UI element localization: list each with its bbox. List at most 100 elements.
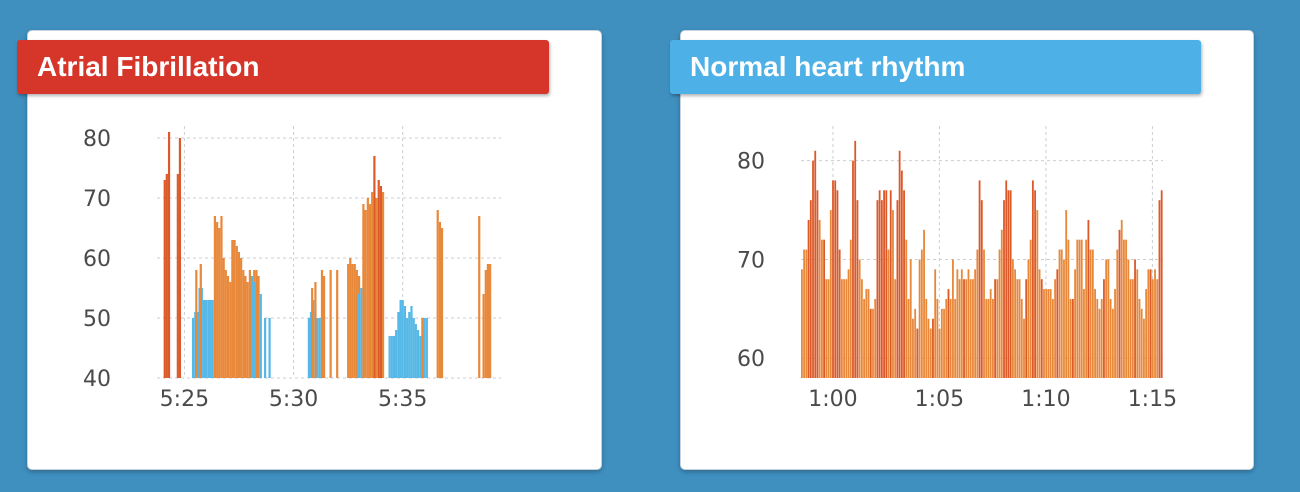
bar	[994, 279, 997, 378]
y-tick-label: 70	[737, 248, 765, 273]
y-tick-label: 80	[737, 150, 765, 175]
bar	[1140, 308, 1143, 378]
bar	[202, 300, 206, 378]
bar	[1080, 239, 1083, 378]
bar	[240, 258, 243, 378]
bar	[478, 216, 481, 378]
bar	[949, 298, 952, 378]
bar	[1129, 279, 1132, 378]
bar	[860, 279, 863, 378]
bar	[1000, 229, 1003, 378]
bar	[1098, 308, 1101, 378]
bar	[1003, 200, 1005, 378]
bar	[987, 298, 990, 378]
bar	[311, 288, 314, 378]
bar	[1116, 249, 1119, 378]
bar	[903, 190, 905, 378]
bar	[1078, 239, 1081, 378]
bar	[379, 186, 383, 378]
bar	[392, 336, 396, 378]
bar	[178, 138, 182, 378]
bar	[823, 239, 826, 378]
bar	[347, 264, 350, 378]
bar	[1125, 239, 1128, 378]
bar	[923, 229, 925, 378]
bar	[1103, 279, 1105, 378]
bar	[1051, 298, 1054, 378]
bar	[820, 239, 823, 378]
bar	[827, 279, 830, 378]
bar	[373, 156, 376, 378]
bar	[307, 318, 310, 378]
bar	[889, 190, 892, 378]
bar	[421, 318, 424, 378]
bar	[246, 282, 249, 378]
bar	[1029, 239, 1032, 378]
bar	[818, 219, 821, 378]
bar	[191, 318, 195, 378]
bar	[863, 298, 866, 378]
bar	[927, 318, 930, 378]
bar	[1016, 279, 1019, 378]
bar	[929, 328, 932, 378]
bar	[353, 264, 356, 378]
y-tick-label: 60	[83, 247, 111, 272]
bar	[395, 330, 398, 378]
bar	[829, 210, 832, 378]
bar	[814, 150, 817, 378]
bar	[484, 270, 487, 378]
bar	[1067, 239, 1070, 378]
bar	[1147, 269, 1150, 378]
bar	[958, 279, 961, 378]
bar	[938, 328, 941, 378]
bar	[1083, 289, 1085, 378]
bar	[1063, 259, 1065, 378]
x-tick-label: 1:05	[915, 387, 964, 412]
bar	[364, 210, 367, 378]
bar	[1034, 190, 1037, 378]
bar	[914, 308, 917, 378]
bar	[1156, 279, 1159, 378]
bar	[1118, 229, 1121, 378]
bar	[412, 318, 415, 378]
bar	[1007, 190, 1010, 378]
bar	[974, 269, 977, 378]
bar	[1045, 289, 1048, 378]
bar	[972, 279, 974, 378]
bar	[983, 249, 985, 378]
bar	[390, 336, 393, 378]
bar	[967, 269, 970, 378]
bar	[1014, 269, 1017, 378]
bar	[440, 228, 444, 378]
bar	[211, 300, 214, 378]
bar	[996, 279, 999, 378]
bar	[368, 204, 372, 378]
bar	[237, 252, 241, 378]
afib-title: Atrial Fibrillation	[37, 51, 260, 82]
bar	[952, 259, 954, 378]
bar	[207, 300, 210, 378]
bar	[896, 200, 899, 378]
bar	[1107, 259, 1110, 378]
bar	[1149, 269, 1152, 378]
bar	[865, 289, 868, 378]
bar	[805, 249, 808, 378]
bar	[812, 160, 814, 378]
bar	[316, 318, 319, 378]
bar	[989, 289, 992, 378]
bar	[257, 276, 260, 378]
bar	[213, 216, 217, 378]
bar	[963, 279, 965, 378]
bar	[406, 318, 409, 378]
bar	[349, 258, 352, 378]
bar	[885, 190, 888, 378]
bar	[912, 318, 914, 378]
bar	[322, 276, 326, 378]
bar	[858, 259, 861, 378]
bar	[905, 239, 908, 378]
bar	[1058, 249, 1061, 378]
bar	[425, 318, 428, 378]
bar	[357, 294, 361, 378]
normal-rhythm-title-banner: Normal heart rhythm	[670, 40, 1201, 94]
bar	[892, 210, 894, 378]
